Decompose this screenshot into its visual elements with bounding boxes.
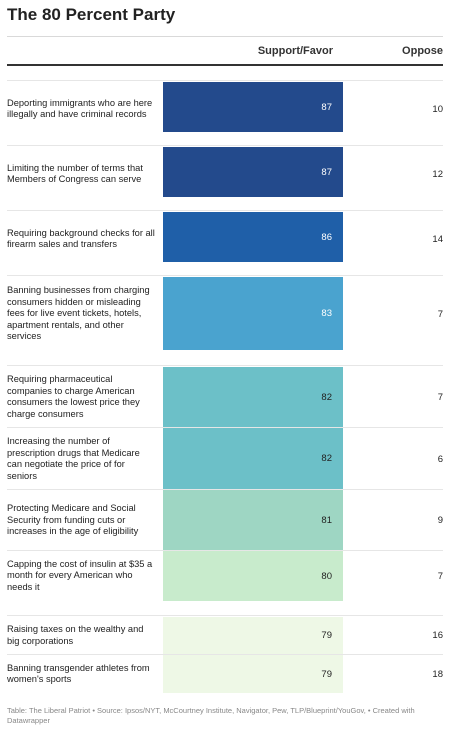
oppose-value: 10 bbox=[432, 103, 443, 115]
oppose-value: 12 bbox=[432, 168, 443, 180]
support-value: 87 bbox=[321, 101, 332, 113]
support-cell: 81 bbox=[163, 490, 343, 550]
title-divider bbox=[7, 36, 443, 37]
support-value: 83 bbox=[321, 308, 332, 319]
oppose-value: 16 bbox=[432, 630, 443, 641]
oppose-value: 7 bbox=[437, 391, 443, 403]
row-label: Banning businesses from charging consume… bbox=[7, 285, 150, 342]
table-row: Banning transgender athletes from women'… bbox=[7, 654, 443, 693]
row-label: Capping the cost of insulin at $35 a mon… bbox=[7, 558, 153, 592]
oppose-value: 7 bbox=[437, 308, 443, 320]
support-cell: 80 bbox=[163, 551, 343, 601]
row-label: Requiring pharmaceutical companies to ch… bbox=[7, 374, 140, 419]
support-cell: 87 bbox=[163, 147, 343, 197]
support-value: 79 bbox=[321, 668, 332, 680]
support-cell: 87 bbox=[163, 82, 343, 132]
row-label: Limiting the number of terms that Member… bbox=[7, 162, 143, 185]
support-cell: 83 bbox=[163, 277, 343, 350]
table-row: Increasing the number of prescription dr… bbox=[7, 427, 443, 490]
support-cell: 82 bbox=[163, 428, 343, 489]
header-divider bbox=[7, 64, 443, 66]
table-row: Deporting immigrants who are here illega… bbox=[7, 80, 443, 137]
table-row: Banning businesses from charging consume… bbox=[7, 275, 443, 352]
table-row: Protecting Medicare and Social Security … bbox=[7, 489, 443, 551]
support-cell: 86 bbox=[163, 212, 343, 262]
oppose-value: 14 bbox=[432, 233, 443, 245]
oppose-value: 6 bbox=[437, 453, 443, 465]
table-row: Requiring background checks for all fire… bbox=[7, 210, 443, 267]
row-label: Banning transgender athletes from women'… bbox=[7, 662, 150, 685]
table-row: Capping the cost of insulin at $35 a mon… bbox=[7, 550, 443, 601]
table-row: Limiting the number of terms that Member… bbox=[7, 145, 443, 202]
oppose-value: 7 bbox=[437, 570, 443, 582]
page-title: The 80 Percent Party bbox=[7, 5, 176, 24]
oppose-value: 18 bbox=[432, 668, 443, 680]
support-value: 79 bbox=[321, 630, 332, 641]
oppose-value: 9 bbox=[437, 515, 443, 526]
support-cell: 79 bbox=[163, 655, 343, 693]
table-row: Requiring pharmaceutical companies to ch… bbox=[7, 365, 443, 428]
support-value: 86 bbox=[321, 231, 332, 243]
support-value: 87 bbox=[321, 166, 332, 178]
table-row: Raising taxes on the wealthy and big cor… bbox=[7, 615, 443, 655]
row-label: Increasing the number of prescription dr… bbox=[7, 436, 140, 481]
support-value: 82 bbox=[321, 392, 332, 403]
support-value: 82 bbox=[321, 453, 332, 464]
row-label: Raising taxes on the wealthy and big cor… bbox=[7, 624, 144, 646]
column-header-support: Support/Favor bbox=[257, 45, 333, 57]
support-cell: 79 bbox=[163, 617, 343, 654]
support-value: 81 bbox=[321, 514, 332, 526]
row-label: Requiring background checks for all fire… bbox=[7, 227, 155, 250]
row-label: Deporting immigrants who are here illega… bbox=[7, 97, 153, 120]
column-header-oppose: Oppose bbox=[402, 45, 443, 57]
footer-source-note: Table: The Liberal Patriot • Source: Ips… bbox=[7, 706, 415, 725]
support-cell: 82 bbox=[163, 367, 343, 428]
support-value: 80 bbox=[321, 570, 332, 582]
row-label: Protecting Medicare and Social Security … bbox=[7, 503, 139, 537]
